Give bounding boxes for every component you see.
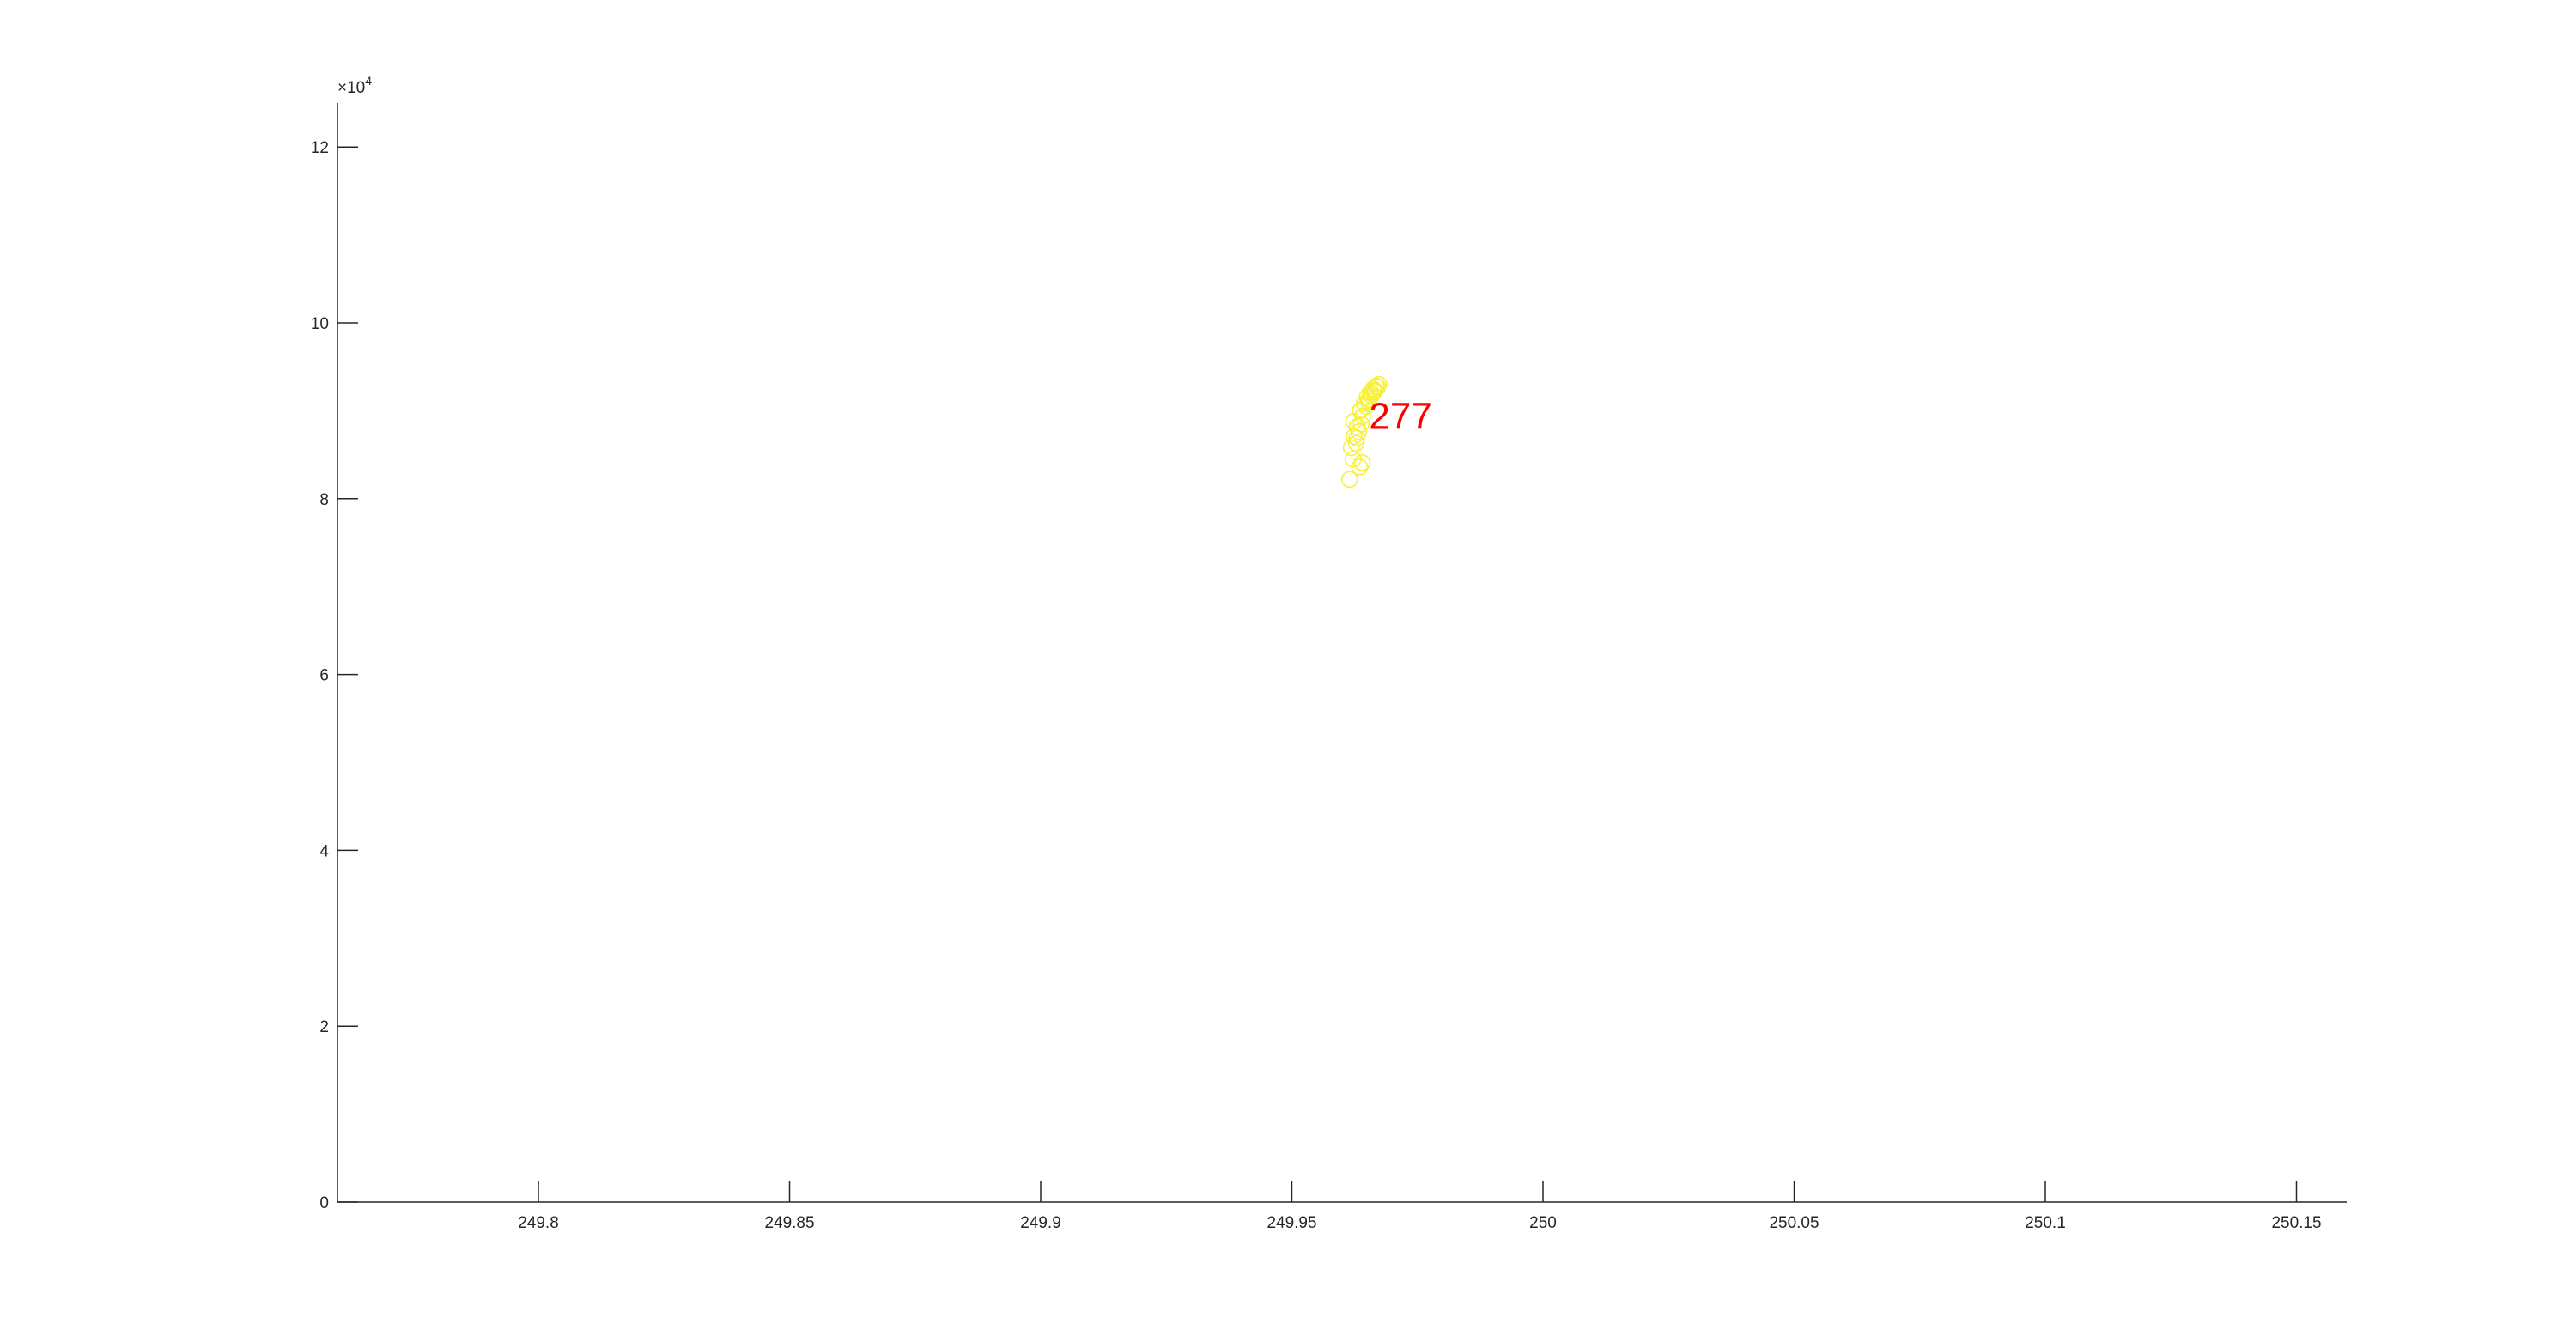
y-tick-label: 12 — [311, 139, 329, 157]
x-tick-label: 249.95 — [1267, 1214, 1316, 1232]
annotations: 277 — [1369, 396, 1431, 438]
y-tick-label: 2 — [319, 1018, 329, 1036]
data-point — [1353, 454, 1371, 471]
y-tick-label: 8 — [319, 491, 329, 509]
data-point — [1348, 429, 1365, 446]
annotation-label: 277 — [1369, 396, 1431, 438]
data-point — [1340, 471, 1358, 489]
data-point — [1342, 439, 1360, 457]
x-tick-label: 250.05 — [1769, 1214, 1819, 1232]
x-ticks: 249.8 249.85 249.9 249.95 250 250.05 250.1 250.… — [518, 1181, 2322, 1232]
data-point — [1365, 383, 1383, 400]
axes — [337, 103, 2347, 1203]
y-tick-label: 6 — [319, 667, 329, 685]
y-ticks: 0 2 4 6 8 10 12 — [311, 139, 358, 1212]
data-point — [1351, 458, 1369, 476]
data-points — [1340, 375, 1388, 489]
x-tick-label: 249.8 — [518, 1214, 559, 1232]
data-point — [1347, 434, 1365, 452]
data-point — [1348, 418, 1366, 435]
x-tick-label: 250 — [1529, 1214, 1557, 1232]
y-tick-label: 4 — [319, 842, 329, 860]
x-tick-label: 250.15 — [2271, 1214, 2321, 1232]
data-point — [1369, 378, 1387, 396]
x-tick-label: 250.1 — [2025, 1214, 2066, 1232]
data-point — [1363, 387, 1380, 404]
x-tick-label: 249.9 — [1020, 1214, 1061, 1232]
x-tick-label: 249.85 — [764, 1214, 814, 1232]
y-tick-label: 0 — [319, 1194, 329, 1212]
y-tick-label: 10 — [311, 315, 329, 333]
data-point — [1345, 412, 1363, 430]
y-exponent-label: ×104 — [337, 74, 372, 97]
